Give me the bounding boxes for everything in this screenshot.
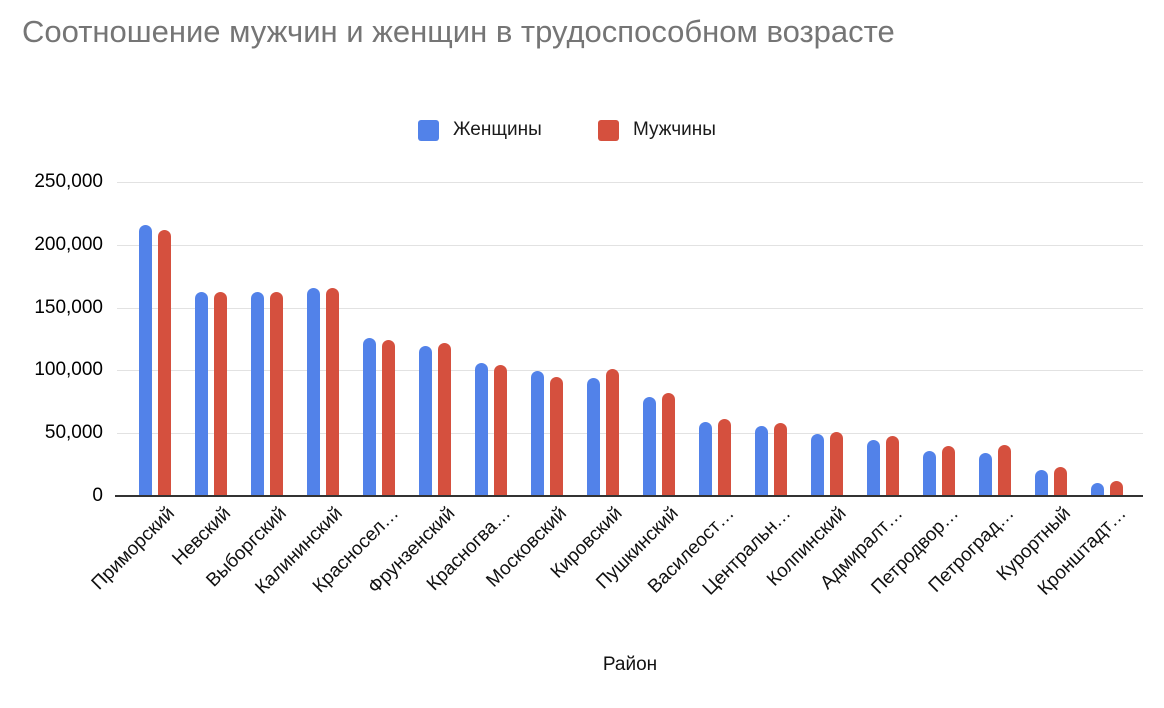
bar-men[interactable] — [326, 287, 339, 495]
bar-men[interactable] — [662, 393, 675, 495]
bar-women[interactable] — [811, 433, 824, 495]
x-axis-title: Район — [602, 654, 658, 675]
y-axis-tick-label: 100,000 — [34, 359, 103, 381]
gridline — [117, 370, 1143, 372]
bar-men[interactable] — [550, 377, 563, 495]
bar-men[interactable] — [214, 291, 227, 495]
bar-men[interactable] — [158, 229, 171, 495]
bar-men[interactable] — [494, 365, 507, 495]
bar-women[interactable] — [531, 371, 544, 495]
bar-women[interactable] — [419, 345, 432, 495]
bar-women[interactable] — [139, 225, 152, 495]
bar-men[interactable] — [270, 291, 283, 495]
bar-men[interactable] — [606, 369, 619, 495]
legend-swatch-women-icon — [418, 119, 439, 141]
y-axis-tick-label: 50,000 — [44, 422, 103, 444]
bar-women[interactable] — [867, 440, 880, 495]
bar-men[interactable] — [942, 445, 955, 495]
bar-women[interactable] — [475, 362, 488, 495]
gridline — [117, 244, 1143, 246]
x-axis-baseline — [115, 495, 1143, 497]
y-axis-tick-label: 0 — [92, 485, 103, 506]
bar-women[interactable] — [307, 287, 320, 495]
y-axis-tick-label: 200,000 — [34, 233, 103, 255]
bar-women[interactable] — [1035, 469, 1048, 495]
legend-label-women: Женщины — [453, 119, 542, 140]
x-axis-label: Приморский — [87, 503, 179, 595]
y-axis-tick-label: 250,000 — [34, 171, 103, 192]
bar-women[interactable] — [363, 337, 376, 495]
legend-swatch-men-icon — [598, 119, 619, 141]
gridline — [117, 433, 1143, 435]
bar-men[interactable] — [438, 343, 451, 495]
legend-item-women[interactable]: Женщины — [418, 118, 542, 142]
bar-men[interactable] — [1054, 467, 1067, 495]
bar-women[interactable] — [251, 291, 264, 495]
bar-women[interactable] — [1091, 483, 1104, 495]
y-axis-tick-label: 150,000 — [34, 296, 103, 318]
legend-label-men: Мужчины — [633, 119, 716, 140]
legend-item-men[interactable]: Мужчины — [598, 118, 716, 142]
bar-women[interactable] — [587, 377, 600, 495]
bar-women[interactable] — [699, 421, 712, 495]
bar-women[interactable] — [979, 452, 992, 495]
gridline — [117, 182, 1143, 183]
bar-men[interactable] — [1110, 480, 1123, 495]
bar-women[interactable] — [755, 425, 768, 495]
bar-men[interactable] — [774, 423, 787, 495]
bar-men[interactable] — [718, 419, 731, 495]
chart-title: Соотношение мужчин и женщин в трудоспосо… — [22, 14, 895, 49]
bar-men[interactable] — [382, 340, 395, 495]
bar-women[interactable] — [923, 451, 936, 495]
bar-men[interactable] — [998, 445, 1011, 495]
bar-men[interactable] — [886, 436, 899, 495]
bar-women[interactable] — [643, 397, 656, 495]
gridline — [117, 307, 1143, 309]
bar-women[interactable] — [195, 291, 208, 495]
bar-men[interactable] — [830, 431, 843, 495]
